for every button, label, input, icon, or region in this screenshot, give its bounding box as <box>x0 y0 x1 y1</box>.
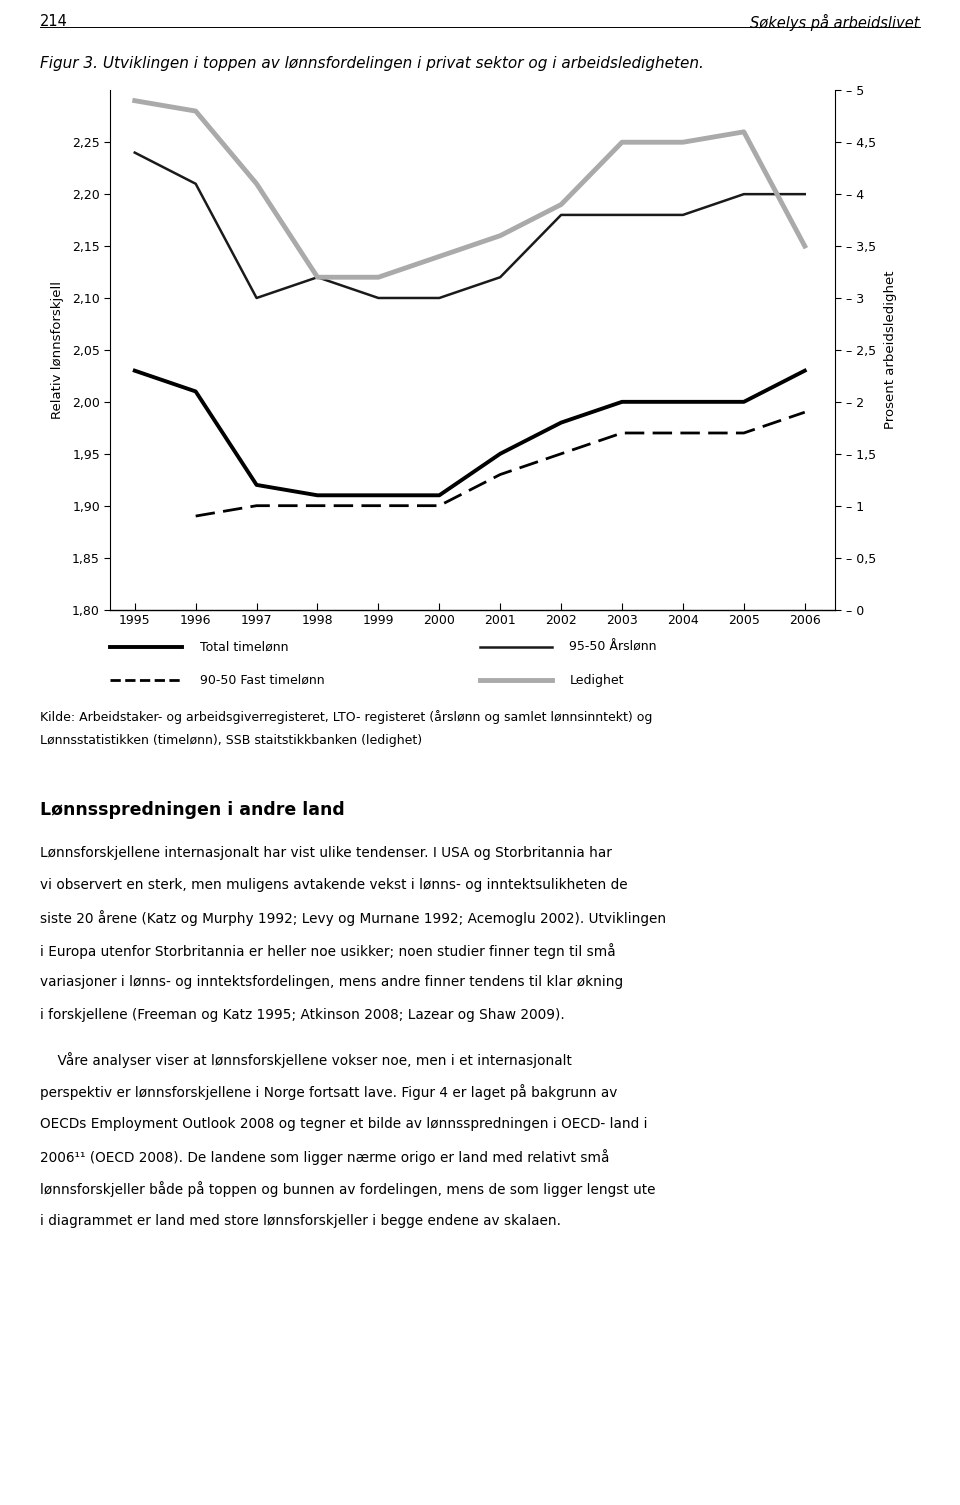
Text: Lønnsspredningen i andre land: Lønnsspredningen i andre land <box>40 801 345 819</box>
Text: i Europa utenfor Storbritannia er heller noe usikker; noen studier finner tegn t: i Europa utenfor Storbritannia er heller… <box>40 942 616 959</box>
Text: Lønnsforskjellene internasjonalt har vist ulike tendenser. I USA og Storbritanni: Lønnsforskjellene internasjonalt har vis… <box>40 846 612 859</box>
Text: lønnsforskjeller både på toppen og bunnen av fordelingen, mens de som ligger len: lønnsforskjeller både på toppen og bunne… <box>40 1181 656 1198</box>
Text: Figur 3. Utviklingen i toppen av lønnsfordelingen i privat sektor og i arbeidsle: Figur 3. Utviklingen i toppen av lønnsfo… <box>40 56 705 71</box>
Text: variasjoner i lønns- og inntektsfordelingen, mens andre finner tendens til klar : variasjoner i lønns- og inntektsfordelin… <box>40 975 623 989</box>
Y-axis label: Prosent arbeidsledighet: Prosent arbeidsledighet <box>884 271 898 429</box>
Text: vi observert en sterk, men muligens avtakende vekst i lønns- og inntektsulikhete: vi observert en sterk, men muligens avta… <box>40 877 628 892</box>
Text: Søkelys på arbeidslivet: Søkelys på arbeidslivet <box>750 14 920 32</box>
Text: 90-50 Fast timelønn: 90-50 Fast timelønn <box>200 674 324 686</box>
Text: i forskjellene (Freeman og Katz 1995; Atkinson 2008; Lazear og Shaw 2009).: i forskjellene (Freeman og Katz 1995; At… <box>40 1008 565 1022</box>
Text: 95-50 Årslønn: 95-50 Årslønn <box>569 641 657 653</box>
Text: i diagrammet er land med store lønnsforskjeller i begge endene av skalaen.: i diagrammet er land med store lønnsfors… <box>40 1213 562 1228</box>
Text: siste 20 årene (Katz og Murphy 1992; Levy og Murnane 1992; Acemoglu 2002). Utvik: siste 20 årene (Katz og Murphy 1992; Lev… <box>40 911 666 927</box>
Text: 214: 214 <box>40 14 68 29</box>
Text: Våre analyser viser at lønnsforskjellene vokser noe, men i et internasjonalt: Våre analyser viser at lønnsforskjellene… <box>40 1052 572 1069</box>
Text: OECDs Employment Outlook 2008 og tegner et bilde av lønnsspredningen i OECD- lan: OECDs Employment Outlook 2008 og tegner … <box>40 1117 648 1130</box>
Text: 2006¹¹ (OECD 2008). De landene som ligger nærme origo er land med relativt små: 2006¹¹ (OECD 2008). De landene som ligge… <box>40 1150 610 1165</box>
Text: Total timelønn: Total timelønn <box>200 641 288 653</box>
Text: Lønnsstatistikken (timelønn), SSB staitstikkbanken (ledighet): Lønnsstatistikken (timelønn), SSB staits… <box>40 734 422 748</box>
Text: Kilde: Arbeidstaker- og arbeidsgiverregisteret, LTO- registeret (årslønn og saml: Kilde: Arbeidstaker- og arbeidsgiverregi… <box>40 710 653 724</box>
Text: Ledighet: Ledighet <box>569 674 624 686</box>
Text: perspektiv er lønnsforskjellene i Norge fortsatt lave. Figur 4 er laget på bakgr: perspektiv er lønnsforskjellene i Norge … <box>40 1084 617 1100</box>
Y-axis label: Relativ lønnsforskjell: Relativ lønnsforskjell <box>51 281 63 418</box>
